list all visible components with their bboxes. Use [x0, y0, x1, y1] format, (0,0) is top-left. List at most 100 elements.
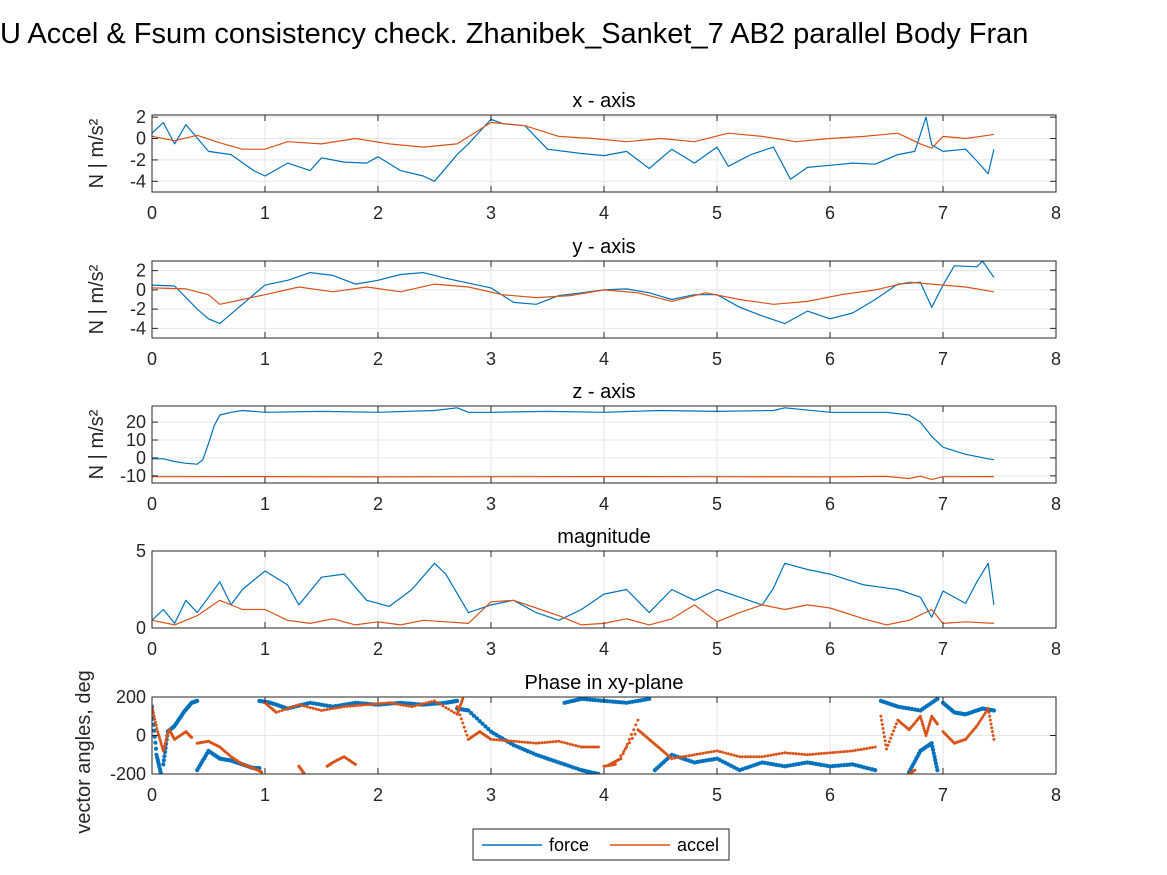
series-point-accel — [462, 725, 466, 729]
x-tick-label: 7 — [938, 785, 948, 805]
data-layer — [152, 261, 995, 325]
y-axis-label: vector angles, deg — [73, 670, 95, 833]
series-point-accel — [985, 709, 989, 713]
x-tick-label: 1 — [260, 785, 270, 805]
series-point-accel — [783, 751, 787, 755]
series-point-force — [152, 728, 157, 733]
series-point-force — [596, 771, 601, 774]
x-tick-label: 3 — [486, 639, 496, 659]
series-point-accel — [921, 724, 925, 728]
series-point-accel — [537, 741, 541, 745]
subplot-title: y - axis — [572, 236, 635, 258]
series-point-accel — [707, 750, 710, 754]
series-point-accel — [529, 741, 532, 745]
y-tick-label: 0 — [136, 129, 146, 149]
series-point-accel — [687, 754, 691, 758]
x-tick-label: 4 — [599, 639, 609, 659]
subplot-title: x - axis — [572, 90, 635, 112]
series-point-force — [471, 713, 477, 718]
series-point-accel — [786, 751, 790, 755]
series-point-accel — [709, 750, 713, 754]
subplot-title: z - axis — [572, 381, 635, 403]
series-point-force — [195, 698, 200, 704]
series-point-accel — [769, 753, 773, 757]
series-point-accel — [407, 704, 411, 708]
series-point-accel — [465, 733, 469, 737]
series-point-accel — [512, 739, 516, 743]
series-point-accel — [633, 732, 637, 736]
series-point-accel — [452, 711, 456, 715]
series-point-accel — [634, 723, 638, 727]
series-point-accel — [919, 717, 923, 721]
series-point-accel — [457, 709, 460, 713]
series-point-accel — [921, 722, 924, 725]
x-tick-label: 2 — [373, 785, 383, 805]
series-point-accel — [305, 705, 309, 709]
y-tick-label: 0 — [136, 618, 146, 638]
series-point-accel — [260, 770, 264, 774]
series-point-accel — [153, 717, 157, 721]
series-point-accel — [698, 752, 702, 756]
x-tick-label: 0 — [147, 639, 157, 659]
series-point-accel — [690, 753, 694, 757]
series-point-accel — [880, 722, 884, 726]
series-point-accel — [828, 751, 832, 755]
x-tick-label: 7 — [938, 203, 948, 223]
data-layer — [152, 562, 995, 626]
x-tick-label: 8 — [1051, 785, 1061, 805]
series-point-accel — [981, 715, 984, 719]
series-point-accel — [684, 754, 688, 758]
series-point-accel — [740, 755, 744, 759]
x-tick-label: 7 — [938, 639, 948, 659]
series-point-accel — [565, 741, 569, 745]
series-point-accel — [594, 745, 598, 749]
series-point-accel — [160, 744, 164, 748]
series-point-accel — [441, 704, 445, 708]
y-tick-label: -2 — [130, 299, 146, 319]
series-point-accel — [300, 703, 304, 707]
x-tick-label: 1 — [260, 639, 270, 659]
series-point-accel — [726, 752, 730, 756]
series-point-accel — [584, 745, 588, 749]
x-tick-label: 5 — [712, 494, 722, 514]
series-point-force — [162, 754, 167, 759]
series-point-accel — [155, 727, 159, 730]
series-point-accel — [627, 737, 631, 741]
series-point-accel — [893, 725, 897, 729]
series-point-accel — [820, 752, 823, 755]
series-point-accel — [794, 752, 798, 756]
series-point-accel — [152, 708, 155, 712]
series-point-accel — [283, 708, 287, 711]
series-point-accel — [157, 735, 161, 738]
y-axis-label: N | m/s² — [86, 264, 108, 334]
series-point-accel — [450, 709, 453, 713]
series-point-accel — [317, 708, 321, 712]
series-point-accel — [619, 754, 623, 758]
series-line-force — [152, 562, 995, 624]
series-point-accel — [351, 704, 355, 708]
series-point-accel — [928, 722, 932, 725]
series-point-accel — [303, 704, 307, 708]
series-point-accel — [152, 711, 155, 715]
series-point-accel — [805, 753, 809, 757]
series-point-accel — [582, 745, 585, 749]
series-point-accel — [619, 757, 623, 761]
series-point-accel — [489, 737, 493, 741]
series-point-accel — [885, 747, 888, 751]
series-point-accel — [630, 736, 634, 740]
series-point-accel — [280, 709, 284, 712]
series-point-accel — [158, 737, 162, 741]
series-point-accel — [621, 752, 625, 756]
series-point-accel — [554, 740, 558, 743]
series-point-accel — [839, 750, 843, 754]
series-point-accel — [356, 703, 360, 707]
series-point-accel — [390, 701, 394, 705]
series-point-accel — [845, 749, 849, 753]
x-tick-label: 6 — [825, 349, 835, 369]
series-point-accel — [766, 754, 770, 758]
series-point-accel — [353, 704, 357, 708]
series-point-accel — [152, 714, 156, 718]
series-point-accel — [918, 714, 922, 718]
